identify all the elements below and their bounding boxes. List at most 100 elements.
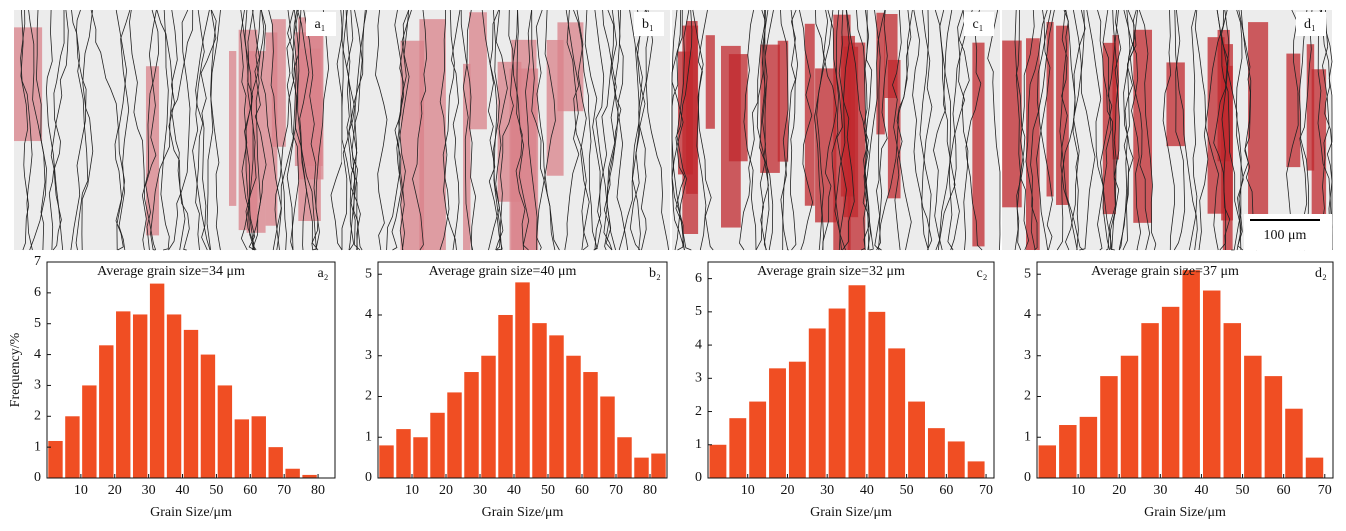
bar [908, 401, 925, 478]
grain-boundary [29, 9, 47, 251]
histogram: 0 1 2 3 4 5 10 20 30 40 50 60 70 80 Average grain size… [365, 261, 668, 520]
bar [1059, 425, 1077, 478]
y-tick-label: 3 [34, 378, 41, 393]
bar [379, 445, 394, 478]
grain-boundary [1118, 9, 1134, 251]
grain-boundary [987, 9, 1001, 251]
chart-title: Average grain size=37 μm [1091, 264, 1239, 279]
grain-boundary [593, 9, 614, 251]
label-bg [634, 12, 664, 36]
grain-boundary [28, 9, 46, 251]
chart-title: Average grain size=32 μm [757, 264, 905, 279]
grain-boundary [536, 9, 556, 250]
grain-boundary [460, 9, 477, 251]
y-tick-label: 0 [34, 470, 41, 485]
grain-boundary [145, 9, 157, 251]
grain-boundary [251, 9, 261, 251]
grain-boundary [20, 9, 33, 251]
y-tick-label: 5 [34, 316, 41, 331]
red-phase [682, 25, 699, 234]
y-tick-label: 6 [695, 271, 702, 286]
grain-boundary [171, 9, 194, 251]
y-tick-label: 2 [1024, 389, 1031, 404]
grain-boundary [1174, 9, 1198, 251]
grain-boundary [1231, 9, 1243, 251]
bar [617, 437, 632, 478]
bar [549, 335, 564, 478]
red-phase [804, 23, 815, 206]
grain-boundary [150, 9, 174, 251]
grain-boundary [45, 9, 64, 251]
x-tick-label: 70 [609, 483, 623, 498]
grain-boundary [1221, 9, 1244, 251]
grain-boundary [115, 9, 128, 251]
grain-boundary [244, 9, 257, 251]
x-axis-label: Grain Size/μm [1144, 505, 1226, 520]
bar [583, 372, 598, 478]
grain-boundary [297, 9, 310, 251]
red-phase [815, 68, 837, 223]
grain-boundary [1036, 9, 1051, 251]
micrograph-label: b₁ [642, 17, 654, 32]
red-phase [1311, 69, 1327, 243]
grain-boundary [894, 9, 912, 251]
grain-boundary [1036, 9, 1053, 251]
bar [1038, 445, 1057, 478]
grain-boundary [294, 9, 319, 251]
grain-boundary [200, 9, 217, 251]
grain-boundary [1213, 9, 1231, 251]
grain-boundary [291, 9, 317, 251]
grain-boundary [743, 9, 757, 251]
x-tick-label: 30 [473, 483, 487, 498]
grain-boundary [874, 9, 881, 251]
bar [430, 412, 445, 478]
plot-frame [377, 261, 668, 479]
grain-boundary [81, 9, 94, 251]
grain-boundary [495, 9, 518, 251]
y-tick-label: 4 [365, 307, 372, 322]
grain-boundary [1188, 9, 1198, 251]
y-tick-label: 0 [365, 470, 372, 485]
bar [828, 308, 846, 478]
bar [217, 385, 233, 478]
grain-boundary [118, 9, 131, 251]
panel-label: d₂ [1315, 266, 1327, 281]
grain-boundary [311, 9, 330, 251]
red-phase [705, 35, 715, 129]
x-tick-label: 10 [741, 483, 755, 498]
bar [234, 419, 250, 478]
bar [566, 355, 581, 478]
bar [1244, 355, 1262, 478]
bar [116, 311, 131, 478]
micrograph: c₁ [671, 9, 1001, 251]
bar [709, 444, 727, 478]
grain-boundary [631, 9, 651, 251]
red-phase [145, 66, 160, 236]
grain-boundary [160, 9, 170, 251]
grain-boundary [780, 9, 789, 251]
x-tick-label: 50 [1236, 483, 1250, 498]
bar [166, 314, 182, 478]
bar [1079, 416, 1098, 478]
bar [515, 282, 530, 478]
y-tick-label: 1 [365, 429, 372, 444]
panel-label: a₂ [317, 266, 328, 281]
grain-boundary [345, 9, 363, 251]
x-tick-label: 20 [439, 483, 453, 498]
grain-boundary [48, 9, 65, 251]
grain-boundary [573, 9, 598, 251]
bar [200, 354, 216, 478]
y-tick-label: 5 [365, 266, 372, 281]
grain-boundary [1065, 9, 1079, 251]
grain-boundary [351, 9, 366, 251]
red-phase [777, 40, 789, 162]
grain-boundary [675, 9, 693, 251]
grain-boundary [1216, 9, 1229, 251]
bar [447, 392, 462, 478]
grain-boundary [613, 9, 629, 251]
grain-boundary [1014, 9, 1035, 251]
label-bg [306, 12, 336, 36]
grain-boundary [763, 9, 774, 251]
grain-boundary [1097, 9, 1112, 251]
grain-boundary [375, 9, 388, 251]
